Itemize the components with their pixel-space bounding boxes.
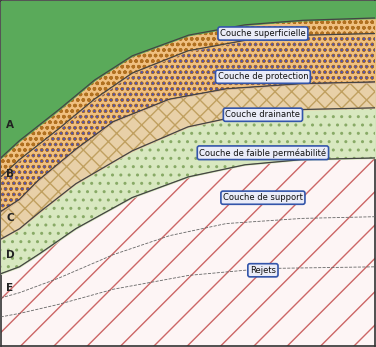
Text: Couche de protection: Couche de protection <box>218 72 308 81</box>
Text: Rejets: Rejets <box>250 266 276 275</box>
Text: E: E <box>6 282 14 293</box>
Text: C: C <box>6 213 14 223</box>
Text: Couche de faible perméabilité: Couche de faible perméabilité <box>199 148 326 158</box>
Text: B: B <box>6 169 14 178</box>
Text: Couche de support: Couche de support <box>223 193 303 202</box>
Text: D: D <box>6 250 14 260</box>
Text: Couche drainante: Couche drainante <box>226 110 300 119</box>
Text: A: A <box>6 120 14 130</box>
Text: Couche superficielle: Couche superficielle <box>220 29 306 38</box>
